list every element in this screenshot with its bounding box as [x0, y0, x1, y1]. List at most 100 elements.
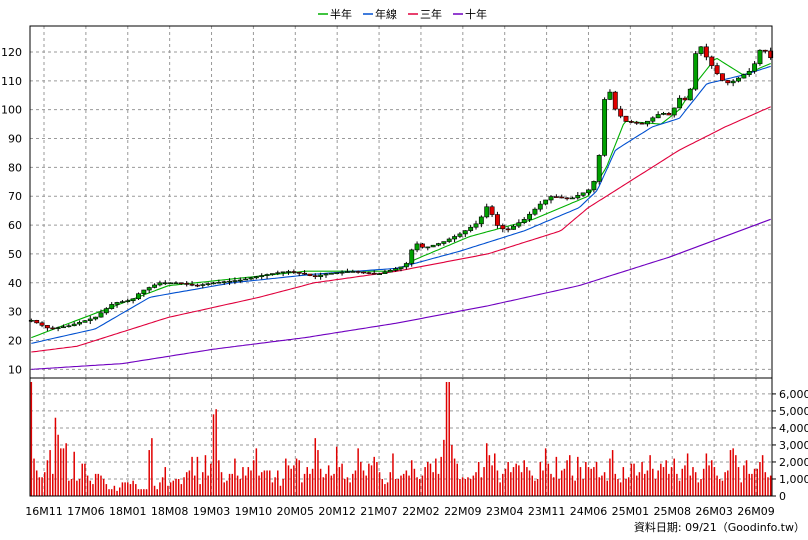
legend-label-half-year: 半年 — [330, 7, 352, 21]
legend-label-ten-year: 十年 — [465, 7, 487, 21]
candle-body — [425, 246, 431, 249]
candle-body — [237, 279, 243, 282]
volume-bar — [405, 470, 408, 496]
volume-bar — [459, 478, 461, 496]
candle-body — [741, 74, 747, 79]
volume-bar — [218, 460, 220, 496]
candle-body — [730, 80, 736, 84]
volume-bar — [135, 484, 137, 496]
volume-bar — [531, 475, 534, 496]
volume-bar — [528, 470, 531, 496]
candle-body — [66, 325, 72, 328]
candle-body — [714, 65, 720, 74]
volume-bar — [614, 473, 617, 496]
volume-bar — [705, 453, 708, 496]
volume-bar — [43, 472, 46, 496]
price-tick-label: 60 — [8, 219, 22, 232]
volume-bar — [215, 409, 217, 496]
candle-body — [200, 284, 206, 286]
volume-bar — [740, 482, 742, 496]
candle-body — [82, 320, 88, 323]
volume-bar — [552, 477, 555, 496]
candle-body — [387, 270, 393, 273]
volume-bar — [678, 480, 681, 496]
volume-bar — [191, 456, 193, 496]
volume-bar — [330, 475, 333, 496]
x-tick-label: 19M10 — [235, 505, 273, 518]
candle-body — [291, 271, 297, 273]
volume-bar — [673, 458, 675, 496]
volume-bar — [100, 475, 102, 496]
candle-body — [628, 121, 634, 123]
legend-label-three-year: 三年 — [420, 7, 442, 21]
volume-bar — [424, 467, 426, 496]
volume-bar — [303, 473, 306, 496]
volume-bar — [148, 450, 150, 496]
candle-body — [312, 275, 318, 278]
volume-bar — [611, 450, 614, 496]
candle-body — [87, 318, 93, 321]
volume-bar — [603, 472, 606, 496]
volume-bar — [727, 470, 729, 496]
volume-bar — [319, 468, 322, 496]
candle-body — [575, 195, 581, 199]
volume-bar — [33, 458, 35, 496]
candle-body — [446, 238, 452, 242]
volume-bar — [65, 443, 67, 496]
candle-body — [720, 73, 725, 81]
candle-body — [484, 206, 490, 218]
volume-bar — [483, 467, 485, 496]
volume-bar — [346, 477, 349, 496]
candle-body — [623, 115, 629, 122]
volume-bar — [574, 480, 576, 496]
candle-body — [666, 113, 672, 116]
volume-bar — [301, 482, 303, 496]
volume-bar — [646, 470, 649, 496]
volume-bar — [322, 477, 325, 496]
candle-body — [55, 327, 61, 329]
candle-body — [119, 301, 125, 303]
volume-bar — [670, 467, 673, 496]
volume-bar — [204, 455, 207, 496]
volume-bar — [767, 477, 769, 496]
volume-bar — [453, 458, 456, 496]
candle-body — [275, 272, 281, 274]
candle-body — [221, 281, 227, 283]
volume-bar — [719, 478, 721, 496]
price-y-axis: 10 20 30 40 50 60 70 80 90 100 110 120 — [1, 46, 22, 376]
x-tick-label: 18M01 — [109, 505, 147, 518]
volume-bar — [601, 475, 603, 496]
volume-bar — [263, 470, 266, 496]
volume-bar — [202, 472, 204, 496]
candle-body — [211, 282, 216, 285]
volume-bar — [389, 472, 392, 496]
volume-bar — [654, 478, 657, 496]
volume-bars — [30, 382, 772, 496]
volume-bar — [625, 478, 627, 496]
volume-tick-label: 1,000 — [779, 473, 808, 486]
volume-bar — [708, 465, 710, 496]
volume-bar — [295, 458, 298, 496]
volume-bar — [652, 468, 654, 496]
volume-bar — [81, 463, 83, 496]
volume-bar — [362, 470, 365, 496]
candle-body — [655, 114, 661, 119]
volume-bar — [57, 434, 59, 496]
volume-bar — [644, 473, 646, 496]
volume-bar — [159, 482, 161, 496]
volume-bar — [491, 465, 493, 496]
candle-body — [548, 196, 554, 201]
volume-bar — [113, 485, 116, 496]
volume-bar — [108, 489, 110, 496]
volume-bar — [127, 482, 129, 496]
volume-bar — [496, 470, 499, 496]
volume-bar — [129, 484, 132, 496]
volume-bar — [252, 460, 255, 496]
volume-bar — [585, 461, 587, 496]
volume-bar — [156, 489, 158, 496]
candle-body — [527, 213, 533, 220]
volume-bar — [622, 467, 625, 496]
price-tick-label: 100 — [1, 104, 22, 117]
volume-bar — [590, 468, 592, 496]
price-panel-frame — [29, 25, 773, 379]
